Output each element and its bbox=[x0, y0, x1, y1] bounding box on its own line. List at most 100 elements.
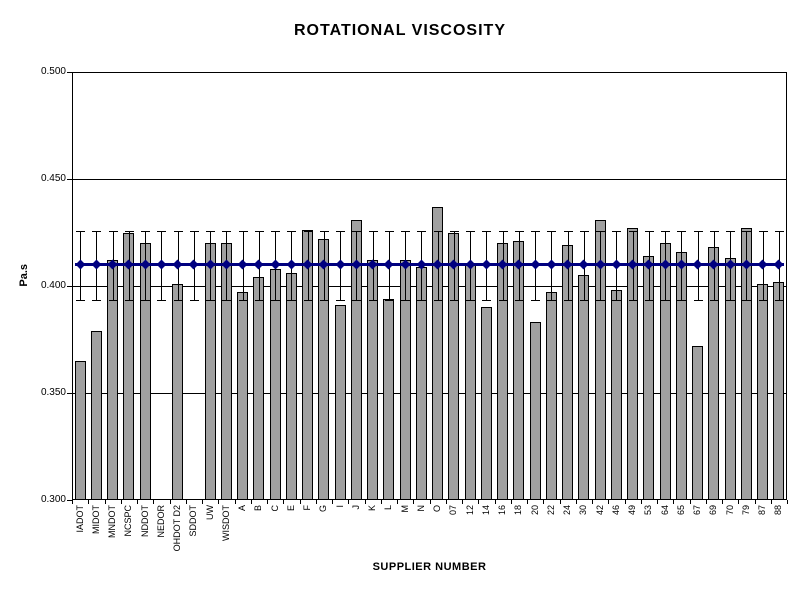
error-bar-cap-bottom bbox=[239, 300, 248, 301]
gridline bbox=[73, 286, 786, 287]
x-tick-label: G bbox=[318, 505, 328, 513]
error-bar-cap-bottom bbox=[531, 300, 540, 301]
bar bbox=[481, 307, 492, 500]
x-tick-label: 67 bbox=[692, 505, 702, 516]
x-tick-label: 49 bbox=[627, 505, 637, 516]
x-tick-label: 79 bbox=[741, 505, 751, 516]
error-bar-cap-bottom bbox=[775, 300, 784, 301]
error-bar-cap-top bbox=[499, 231, 508, 232]
x-tick-label: 24 bbox=[562, 505, 572, 516]
error-bar-cap-top bbox=[369, 231, 378, 232]
x-tick-label: 07 bbox=[448, 505, 458, 516]
x-axis-tick bbox=[543, 500, 544, 504]
x-tick-label: 14 bbox=[481, 505, 491, 516]
bar bbox=[562, 245, 573, 500]
error-bar-cap-bottom bbox=[417, 300, 426, 301]
x-axis-tick bbox=[738, 500, 739, 504]
error-bar-cap-bottom bbox=[336, 300, 345, 301]
error-bar-cap-top bbox=[515, 231, 524, 232]
x-axis-tick bbox=[608, 500, 609, 504]
x-tick-label: UW bbox=[205, 505, 215, 520]
x-axis-tick bbox=[706, 500, 707, 504]
error-bar-cap-bottom bbox=[157, 300, 166, 301]
bar bbox=[643, 256, 654, 500]
y-axis-tick bbox=[67, 72, 72, 73]
x-tick-label: 16 bbox=[497, 505, 507, 516]
x-axis-tick bbox=[511, 500, 512, 504]
error-bar-cap-top bbox=[531, 231, 540, 232]
bar bbox=[611, 290, 622, 500]
bar bbox=[546, 292, 557, 500]
x-axis-tick bbox=[446, 500, 447, 504]
bar bbox=[692, 346, 703, 500]
error-bar-cap-top bbox=[547, 231, 556, 232]
x-axis-tick bbox=[88, 500, 89, 504]
x-tick-label: 69 bbox=[708, 505, 718, 516]
x-tick-label: 12 bbox=[465, 505, 475, 516]
x-tick-label: NCSPC bbox=[123, 505, 133, 537]
error-bar-cap-top bbox=[271, 231, 280, 232]
bar bbox=[335, 305, 346, 500]
error-bar-cap-bottom bbox=[385, 300, 394, 301]
error-bar-cap-top bbox=[92, 231, 101, 232]
x-tick-label: OHDOT D2 bbox=[172, 505, 182, 552]
error-bar-cap-top bbox=[352, 231, 361, 232]
error-bar-cap-bottom bbox=[271, 300, 280, 301]
error-bar-cap-top bbox=[710, 231, 719, 232]
x-tick-label: C bbox=[270, 505, 280, 512]
x-axis-tick bbox=[413, 500, 414, 504]
x-axis-tick bbox=[381, 500, 382, 504]
error-bar-cap-top bbox=[759, 231, 768, 232]
y-axis-tick bbox=[67, 393, 72, 394]
x-tick-label: A bbox=[237, 505, 247, 512]
bar bbox=[270, 269, 281, 500]
error-bar-cap-bottom bbox=[515, 300, 524, 301]
x-axis-tick bbox=[495, 500, 496, 504]
x-tick-label: NDDOT bbox=[140, 505, 150, 537]
x-tick-label: E bbox=[286, 505, 296, 512]
x-tick-label: 18 bbox=[513, 505, 523, 516]
error-bar-cap-top bbox=[482, 231, 491, 232]
x-axis-tick bbox=[72, 500, 73, 504]
bar bbox=[708, 247, 719, 500]
x-axis-tick bbox=[170, 500, 171, 504]
y-axis-title: Pa.s bbox=[18, 264, 30, 287]
error-bar-cap-bottom bbox=[320, 300, 329, 301]
y-axis-tick bbox=[67, 500, 72, 501]
x-tick-label: WISDOT bbox=[221, 505, 231, 541]
x-tick-label: O bbox=[432, 505, 442, 513]
bar bbox=[237, 292, 248, 500]
x-axis-tick bbox=[105, 500, 106, 504]
x-tick-label: M bbox=[400, 505, 410, 513]
error-bar-cap-bottom bbox=[92, 300, 101, 301]
x-tick-label: 42 bbox=[595, 505, 605, 516]
error-bar-cap-bottom bbox=[141, 300, 150, 301]
error-bar-cap-bottom bbox=[255, 300, 264, 301]
x-axis-tick bbox=[267, 500, 268, 504]
x-axis-tick bbox=[673, 500, 674, 504]
bar bbox=[741, 228, 752, 500]
x-axis-tick bbox=[722, 500, 723, 504]
x-tick-label: 87 bbox=[757, 505, 767, 516]
x-tick-label: B bbox=[253, 505, 263, 512]
bar bbox=[757, 284, 768, 500]
x-axis-tick bbox=[235, 500, 236, 504]
error-bar-cap-bottom bbox=[109, 300, 118, 301]
error-bar-cap-top bbox=[320, 231, 329, 232]
x-axis-tick bbox=[478, 500, 479, 504]
x-axis-tick bbox=[462, 500, 463, 504]
x-axis-tick bbox=[218, 500, 219, 504]
y-tick-label: 0.500 bbox=[40, 66, 66, 77]
error-bar-cap-top bbox=[287, 231, 296, 232]
error-bar-cap-bottom bbox=[190, 300, 199, 301]
error-bar-cap-top bbox=[222, 231, 231, 232]
x-axis-tick bbox=[121, 500, 122, 504]
error-bar-cap-top bbox=[141, 231, 150, 232]
error-bar-cap-top bbox=[775, 231, 784, 232]
x-axis-tick bbox=[202, 500, 203, 504]
error-bar-cap-bottom bbox=[222, 300, 231, 301]
error-bar-cap-top bbox=[694, 231, 703, 232]
x-axis-tick bbox=[316, 500, 317, 504]
x-tick-label: IADOT bbox=[75, 505, 85, 533]
